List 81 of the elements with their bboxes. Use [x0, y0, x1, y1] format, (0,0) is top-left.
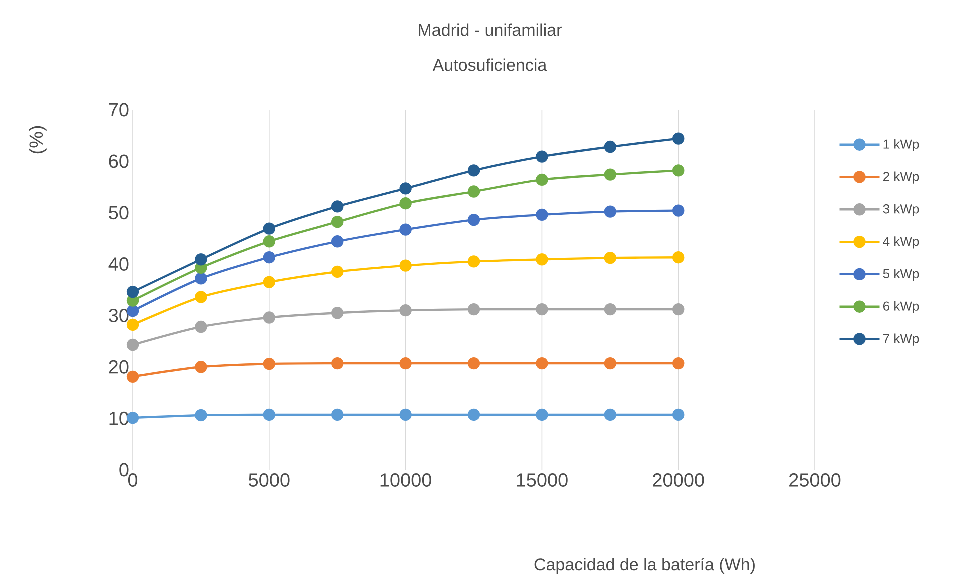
point — [672, 164, 685, 177]
point — [332, 357, 344, 370]
legend-label: 7 kWp — [884, 334, 920, 346]
legend-label: 3 kWp — [883, 204, 920, 216]
x-tick-label: 25000 — [790, 474, 841, 487]
point — [604, 206, 616, 218]
point — [263, 276, 276, 288]
point — [332, 216, 344, 228]
y-tick-label: 0 — [120, 463, 129, 477]
point — [332, 408, 344, 422]
point — [536, 150, 548, 163]
point — [263, 236, 276, 248]
x-tick-label: 15000 — [517, 474, 568, 487]
x-tick-label: 0 — [128, 474, 138, 487]
y-tick-label: 70 — [109, 103, 129, 117]
point — [195, 409, 208, 422]
point — [195, 320, 208, 334]
y-tick-label: 60 — [109, 154, 129, 168]
point — [263, 222, 276, 235]
point — [468, 214, 480, 226]
y-tick-label: 50 — [109, 206, 129, 220]
legend-label: 5 kWp — [883, 268, 920, 282]
point — [604, 168, 616, 181]
point — [400, 408, 412, 422]
y-tick-label: 30 — [109, 308, 129, 322]
point — [468, 256, 480, 268]
point — [400, 357, 412, 370]
point — [672, 408, 685, 422]
point — [400, 224, 412, 236]
point — [672, 303, 685, 316]
point — [604, 303, 616, 316]
legend-label: 2 kWp — [883, 172, 920, 184]
point — [332, 307, 344, 320]
x-tick-label: 20000 — [653, 474, 704, 487]
point — [400, 260, 412, 272]
y-tick-label: 40 — [108, 258, 129, 272]
point — [195, 361, 208, 374]
point — [468, 357, 480, 370]
point — [468, 303, 480, 316]
point — [126, 338, 140, 352]
y-axis-title: (%) — [29, 126, 47, 154]
legend-label: 4 kWp — [883, 236, 920, 249]
point — [263, 408, 276, 422]
point — [468, 186, 480, 198]
y-tick-label: 20 — [109, 360, 129, 374]
point — [604, 408, 616, 422]
point — [468, 164, 480, 177]
x-axis-title: Capacidad de la batería (Wh) — [534, 558, 755, 574]
point — [332, 200, 344, 213]
point — [672, 132, 685, 145]
chart-title: Madrid - unifamiliar — [419, 24, 562, 36]
point — [468, 408, 480, 422]
point — [400, 198, 412, 210]
point — [536, 174, 548, 186]
point — [604, 252, 616, 264]
point — [400, 182, 412, 195]
point — [536, 254, 548, 266]
point — [263, 312, 276, 324]
point — [332, 266, 344, 278]
point — [672, 357, 685, 370]
x-tick-label: 10000 — [380, 474, 432, 487]
point — [263, 358, 276, 370]
point — [195, 254, 208, 266]
point — [672, 204, 685, 217]
point — [263, 252, 276, 264]
point — [536, 357, 548, 370]
point — [332, 236, 344, 248]
point — [536, 408, 548, 422]
point — [400, 304, 412, 317]
point — [195, 272, 208, 285]
point — [536, 208, 548, 222]
point — [536, 303, 548, 316]
x-tick-label: 5000 — [249, 474, 290, 487]
chart-subtitle: Autosuficiencia — [432, 58, 548, 72]
point — [604, 357, 616, 370]
point — [126, 286, 140, 298]
point — [195, 291, 208, 304]
legend-label: 6 kWp — [883, 301, 920, 314]
point — [604, 140, 616, 154]
point — [672, 252, 685, 264]
legend-label: 1 kWp — [884, 139, 920, 152]
